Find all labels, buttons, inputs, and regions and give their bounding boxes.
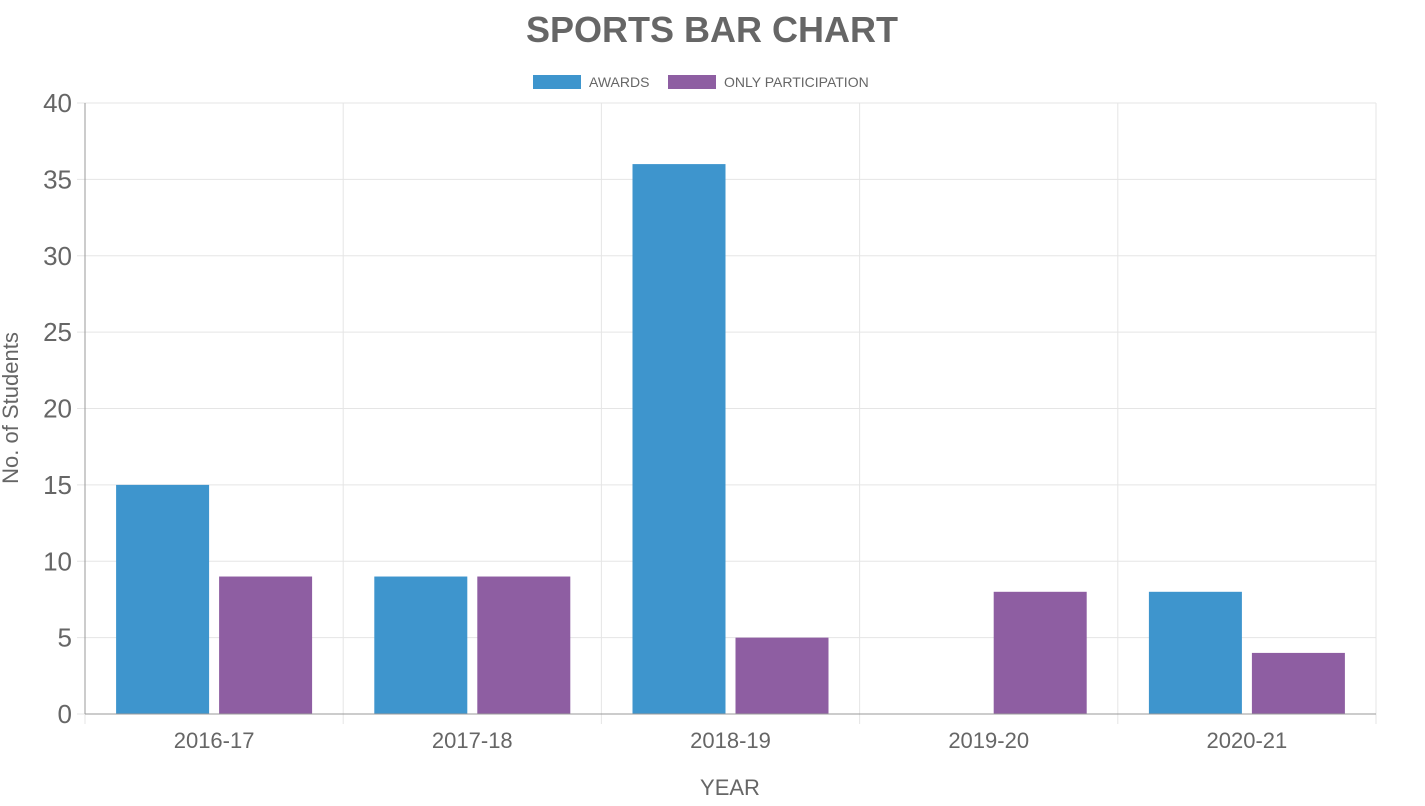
bar-awards-2020-21[interactable]: [1148, 591, 1242, 714]
bar-only-participation-2018-19[interactable]: [735, 637, 829, 714]
legend-item-only-participation[interactable]: ONLY PARTICIPATION: [666, 73, 869, 91]
legend-label-awards: AWARDS: [589, 74, 649, 90]
bar-only-participation-2016-17[interactable]: [219, 576, 313, 714]
x-tick-label: 2016-17: [174, 728, 255, 753]
y-tick-label: 5: [58, 623, 72, 653]
y-tick-label: 25: [43, 317, 72, 347]
x-tick-label: 2017-18: [432, 728, 513, 753]
y-tick-label: 35: [43, 164, 72, 194]
x-tick-label: 2018-19: [690, 728, 771, 753]
bar-only-participation-2020-21[interactable]: [1251, 652, 1345, 714]
x-tick-label: 2019-20: [948, 728, 1029, 753]
legend-swatch-awards: [531, 73, 583, 91]
y-tick-label: 20: [43, 394, 72, 424]
bar-only-participation-2017-18[interactable]: [477, 576, 571, 714]
y-tick-label: 10: [43, 546, 72, 576]
legend-swatch-only-participation: [666, 73, 718, 91]
y-tick-label: 0: [58, 699, 72, 729]
legend-item-awards[interactable]: AWARDS: [531, 73, 649, 91]
y-tick-labels: 0 5 10 15 20 25 30 35 40: [43, 88, 72, 729]
bar-awards-2017-18[interactable]: [374, 576, 468, 714]
bars: [116, 164, 1345, 715]
x-axis-label: YEAR: [700, 775, 760, 800]
axes: [77, 102, 1376, 715]
bar-awards-2018-19[interactable]: [632, 164, 726, 715]
gridlines: [84, 102, 1377, 724]
y-tick-label: 30: [43, 241, 72, 271]
legend: AWARDS ONLY PARTICIPATION: [531, 73, 869, 91]
y-tick-label: 40: [43, 88, 72, 118]
x-tick-labels: 2016-17 2017-18 2018-19 2019-20 2020-21: [174, 728, 1288, 753]
y-tick-label: 15: [43, 470, 72, 500]
y-axis-label: No. of Students: [0, 332, 23, 484]
x-tick-label: 2020-21: [1207, 728, 1288, 753]
chart-title: SPORTS BAR CHART: [526, 9, 898, 50]
bar-only-participation-2019-20[interactable]: [993, 591, 1087, 714]
legend-label-only-participation: ONLY PARTICIPATION: [724, 74, 869, 90]
bar-awards-2016-17[interactable]: [116, 484, 210, 714]
